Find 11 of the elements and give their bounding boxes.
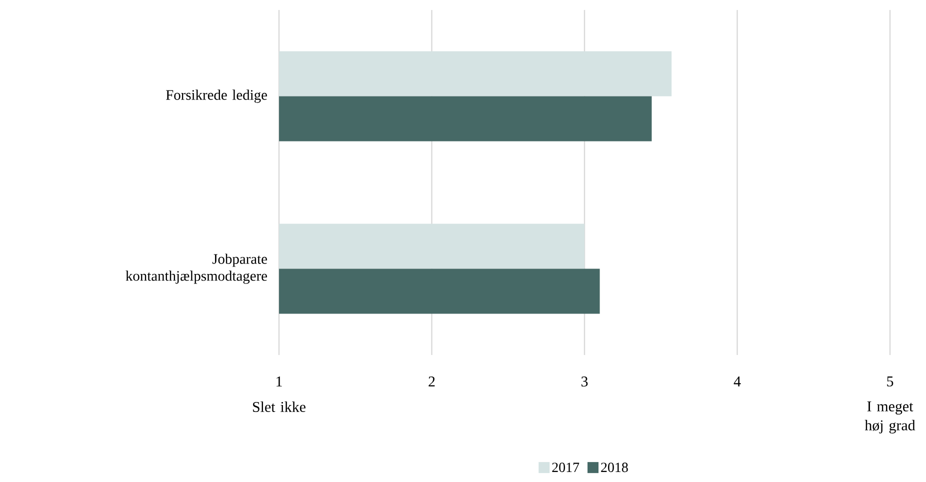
legend-label: 2017 <box>552 462 580 472</box>
text: Slet ikke <box>253 402 306 412</box>
y-tick-label: Jobparate kontanthjælpsmodtagere <box>126 254 267 284</box>
y-tick-label: Forsikrede ledige <box>166 90 267 103</box>
x-tick-label: 4 <box>734 376 741 386</box>
text: I meget høj grad <box>864 402 916 434</box>
x-tick-label: 3 <box>581 376 588 387</box>
legend-label: 2018 <box>601 462 628 472</box>
x-tick-label: 2 <box>428 376 435 386</box>
x-tick-label: 5 <box>887 376 894 386</box>
x-tick-label: 1 <box>276 376 282 386</box>
